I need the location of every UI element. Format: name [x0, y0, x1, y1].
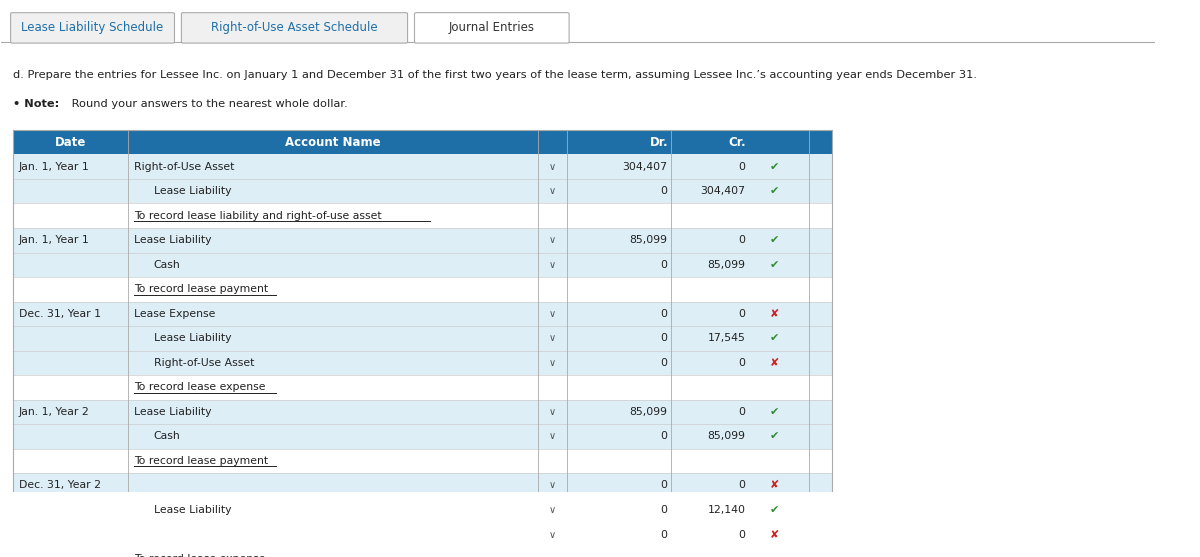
FancyBboxPatch shape — [181, 13, 408, 43]
Text: Lease Liability: Lease Liability — [154, 186, 232, 196]
Text: 0: 0 — [739, 530, 745, 540]
Text: 0: 0 — [739, 162, 745, 172]
Text: Dr.: Dr. — [649, 136, 668, 149]
Text: ∨: ∨ — [548, 481, 556, 491]
Text: Account Name: Account Name — [286, 136, 380, 149]
Text: 12,140: 12,140 — [708, 505, 745, 515]
FancyBboxPatch shape — [13, 326, 833, 350]
Text: Cr.: Cr. — [728, 136, 745, 149]
Text: ∨: ∨ — [548, 235, 556, 245]
FancyBboxPatch shape — [13, 252, 833, 277]
Text: ✘: ✘ — [770, 358, 779, 368]
Text: Jan. 1, Year 1: Jan. 1, Year 1 — [19, 235, 90, 245]
Text: Right-of-Use Asset: Right-of-Use Asset — [134, 162, 234, 172]
Text: ∨: ∨ — [548, 530, 556, 540]
Text: ✔: ✔ — [770, 260, 779, 270]
Text: ✔: ✔ — [770, 186, 779, 196]
Text: Lease Liability: Lease Liability — [154, 333, 232, 343]
Text: 85,099: 85,099 — [629, 407, 667, 417]
Text: Right-of-Use Asset: Right-of-Use Asset — [154, 358, 254, 368]
Text: 0: 0 — [660, 186, 667, 196]
FancyBboxPatch shape — [13, 277, 833, 301]
Text: ∨: ∨ — [548, 505, 556, 515]
Text: Right-of-Use Asset Schedule: Right-of-Use Asset Schedule — [211, 21, 378, 35]
Text: Date: Date — [55, 136, 86, 149]
FancyBboxPatch shape — [11, 13, 174, 43]
Text: Lease Liability Schedule: Lease Liability Schedule — [22, 21, 163, 35]
Text: ∨: ∨ — [548, 333, 556, 343]
Text: To record lease payment: To record lease payment — [134, 456, 269, 466]
Text: ✔: ✔ — [770, 407, 779, 417]
Text: 0: 0 — [660, 481, 667, 491]
Text: 0: 0 — [660, 333, 667, 343]
Text: 85,099: 85,099 — [708, 432, 745, 442]
Text: ✘: ✘ — [770, 309, 779, 319]
Text: 0: 0 — [739, 481, 745, 491]
Text: ∨: ∨ — [548, 358, 556, 368]
Text: Lease Liability: Lease Liability — [134, 407, 211, 417]
FancyBboxPatch shape — [13, 228, 833, 252]
Text: Lease Expense: Lease Expense — [134, 309, 216, 319]
FancyBboxPatch shape — [13, 399, 833, 424]
Text: ∨: ∨ — [548, 186, 556, 196]
FancyBboxPatch shape — [13, 522, 833, 547]
Text: ✔: ✔ — [770, 505, 779, 515]
Text: ✘: ✘ — [770, 530, 779, 540]
Text: 0: 0 — [660, 530, 667, 540]
Text: Dec. 31, Year 1: Dec. 31, Year 1 — [19, 309, 101, 319]
Text: Round your answers to the nearest whole dollar.: Round your answers to the nearest whole … — [68, 100, 348, 110]
Text: ✔: ✔ — [770, 432, 779, 442]
Text: 304,407: 304,407 — [701, 186, 745, 196]
Text: Cash: Cash — [154, 260, 180, 270]
FancyBboxPatch shape — [414, 13, 569, 43]
FancyBboxPatch shape — [13, 154, 833, 179]
Text: To record lease payment: To record lease payment — [134, 284, 269, 294]
Text: 0: 0 — [739, 407, 745, 417]
Text: 0: 0 — [660, 505, 667, 515]
Text: 304,407: 304,407 — [623, 162, 667, 172]
Text: Lease Liability: Lease Liability — [134, 235, 211, 245]
Text: ✔: ✔ — [770, 162, 779, 172]
Text: To record lease expense: To record lease expense — [134, 554, 265, 557]
Text: 0: 0 — [660, 358, 667, 368]
Text: 0: 0 — [739, 235, 745, 245]
FancyBboxPatch shape — [13, 301, 833, 326]
FancyBboxPatch shape — [13, 350, 833, 375]
Text: 85,099: 85,099 — [708, 260, 745, 270]
FancyBboxPatch shape — [13, 130, 833, 154]
Text: Cash: Cash — [154, 432, 180, 442]
FancyBboxPatch shape — [13, 375, 833, 399]
FancyBboxPatch shape — [13, 203, 833, 228]
Text: Dec. 31, Year 2: Dec. 31, Year 2 — [19, 481, 101, 491]
Text: ∨: ∨ — [548, 309, 556, 319]
Text: • Note:: • Note: — [13, 100, 59, 110]
Text: 0: 0 — [660, 260, 667, 270]
Text: ∨: ∨ — [548, 432, 556, 442]
FancyBboxPatch shape — [13, 449, 833, 473]
Text: To record lease liability and right-of-use asset: To record lease liability and right-of-u… — [134, 211, 382, 221]
FancyBboxPatch shape — [13, 424, 833, 449]
Text: ✔: ✔ — [770, 235, 779, 245]
FancyBboxPatch shape — [13, 473, 833, 498]
Text: 0: 0 — [739, 358, 745, 368]
Text: 0: 0 — [739, 309, 745, 319]
Text: 17,545: 17,545 — [708, 333, 745, 343]
Text: To record lease expense: To record lease expense — [134, 383, 265, 392]
FancyBboxPatch shape — [13, 179, 833, 203]
Text: Jan. 1, Year 1: Jan. 1, Year 1 — [19, 162, 90, 172]
Text: 0: 0 — [660, 432, 667, 442]
Text: ✘: ✘ — [770, 481, 779, 491]
Text: Jan. 1, Year 2: Jan. 1, Year 2 — [19, 407, 90, 417]
Text: ✔: ✔ — [770, 333, 779, 343]
Text: ∨: ∨ — [548, 260, 556, 270]
Text: 0: 0 — [660, 309, 667, 319]
Text: Lease Liability: Lease Liability — [154, 505, 232, 515]
FancyBboxPatch shape — [13, 547, 833, 557]
Text: 85,099: 85,099 — [629, 235, 667, 245]
FancyBboxPatch shape — [13, 498, 833, 522]
Text: d. Prepare the entries for Lessee Inc. on January 1 and December 31 of the first: d. Prepare the entries for Lessee Inc. o… — [13, 70, 977, 80]
Text: ∨: ∨ — [548, 407, 556, 417]
Text: Journal Entries: Journal Entries — [449, 21, 535, 35]
Text: ∨: ∨ — [548, 162, 556, 172]
